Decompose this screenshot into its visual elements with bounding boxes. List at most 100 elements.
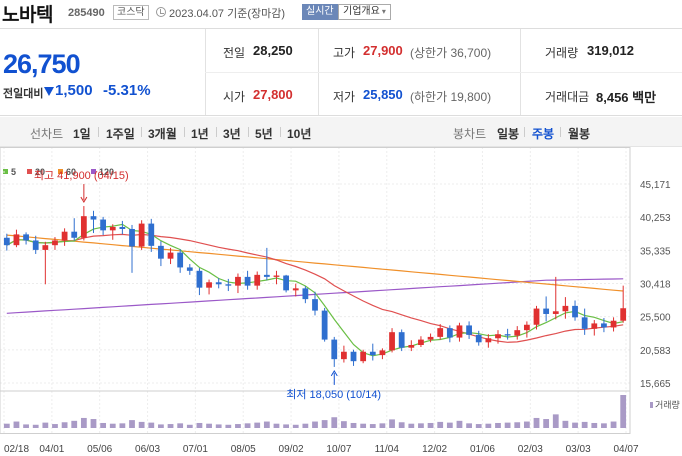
candle-body [581,317,588,329]
candle-body [100,219,107,231]
chart-canvas[interactable]: 45,171 40,253 35,335 30,418 25,500 20,583 15,6… [0,147,682,456]
legend-swatch [58,169,63,174]
volume-bar [379,423,386,428]
legend-ma20-label: 20 [35,167,46,177]
volume-bar [418,423,424,428]
candle-body [292,288,299,291]
candle-body [283,275,289,291]
volume-bar [244,423,251,428]
divider [205,72,682,73]
candle-body [148,223,155,246]
candle-body [418,339,424,345]
candle-body [244,276,251,286]
y-tick-label: 45,171 [640,180,671,191]
candle-body [312,299,318,311]
volume-bar [273,423,280,428]
ma20-line [6,233,624,343]
legend-ma5: 5 [3,167,16,177]
divider [560,127,561,137]
x-tick-label: 12/02 [422,444,447,455]
volume-bar [3,423,10,428]
market-badge: 코스닥 [113,5,149,20]
candle-body [321,310,328,340]
x-tick-label: 11/04 [375,444,400,455]
y-tick-label: 15,665 [640,379,671,390]
divider [184,127,185,137]
volume-bar [591,422,598,428]
candle-weekly[interactable]: 주봉 [532,127,555,141]
period-1y[interactable]: 1년 [191,127,209,141]
candle-body [610,320,617,328]
candle-body [273,275,280,277]
volume-bar [42,422,49,428]
volume-bar [292,424,299,428]
candle-body [601,323,607,328]
x-tick-label: 01/06 [470,444,495,455]
volume-bar [90,419,97,428]
low-annotation: 최저 18,050 (10/14) [286,388,381,401]
stock-code: 285490 [68,7,105,19]
candle-chart-label: 봉차트 [453,127,487,141]
candle-body [254,274,261,286]
legend-swatch [3,169,8,174]
candle-body [71,231,78,238]
volume-bar [446,422,453,428]
y-tick-label: 40,253 [640,213,671,224]
period-5y[interactable]: 5년 [255,127,273,141]
amount-value: 8,456 백만 [596,90,657,105]
upper-limit: (상한가 36,700) [410,46,492,60]
volume-bar [186,424,193,428]
legend-swatch [27,169,32,174]
candle-body [495,334,501,339]
stock-chart[interactable]: 5 20 60 120 45,171 40,253 35,335 30,418 25,5… [0,147,682,456]
candle-body [543,308,550,314]
line-chart-label: 선차트 [30,127,64,141]
candle-body [32,240,39,250]
candle-body [129,228,135,247]
candle-body [235,276,241,286]
candle-body [331,339,338,360]
high-annotation: 최고 41,900 (04/15) [34,169,129,182]
candle-monthly[interactable]: 월봉 [568,127,591,141]
volume-bar [23,424,29,428]
legend-ma5-label: 5 [11,167,17,177]
volume-bar [437,421,444,428]
company-overview-button[interactable]: 기업개요 ▾ [338,4,391,20]
low-value: 25,850 [363,87,403,102]
realtime-button[interactable]: 실시간 [302,4,338,20]
candle-body [562,305,569,312]
volume-bar [71,420,78,428]
candle-daily[interactable]: 일봉 [497,127,520,141]
candle-body [13,234,20,246]
volume-bar [52,424,58,428]
volume-bar [475,424,482,428]
candle-body [514,330,521,336]
legend-ma60-label: 60 [66,167,77,177]
volume-bar [321,420,328,428]
period-3m[interactable]: 3개월 [148,127,177,141]
period-10y[interactable]: 10년 [287,127,312,141]
change-value: 1,500 [55,82,93,99]
candle-body [80,216,87,238]
change-percent: -5.31% [103,82,151,99]
candle-body [369,351,376,356]
divider [216,127,217,137]
candle-body [466,325,472,335]
candle-body [360,351,367,362]
chart-frame [0,147,631,434]
volume-label: 거래량 [655,399,680,410]
x-tick-label: 09/02 [279,444,304,455]
period-3y[interactable]: 3년 [223,127,241,141]
volume-bar [148,422,155,428]
volume-bar [485,423,492,428]
volume-bar [601,423,607,428]
period-1w[interactable]: 1주일 [106,127,135,141]
period-1d[interactable]: 1일 [73,127,91,141]
volume-bar [581,421,588,428]
volume-bar [119,423,126,428]
volume-bar [100,422,107,428]
volume-bar [620,395,627,428]
volume-bar [302,423,309,428]
volume-bar [543,419,550,428]
legend-ma20: 20 [27,167,45,177]
